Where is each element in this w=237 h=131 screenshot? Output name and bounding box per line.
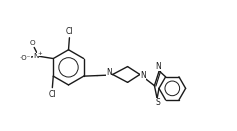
Text: Cl: Cl (66, 27, 73, 36)
Text: N: N (33, 53, 38, 59)
Text: O: O (30, 40, 36, 46)
Text: +: + (37, 51, 42, 56)
Text: N: N (106, 69, 112, 78)
Text: Cl: Cl (49, 90, 56, 99)
Text: N: N (155, 62, 161, 71)
Text: S: S (155, 98, 160, 107)
Text: N: N (140, 71, 146, 80)
Text: ·O⁻: ·O⁻ (20, 55, 31, 61)
